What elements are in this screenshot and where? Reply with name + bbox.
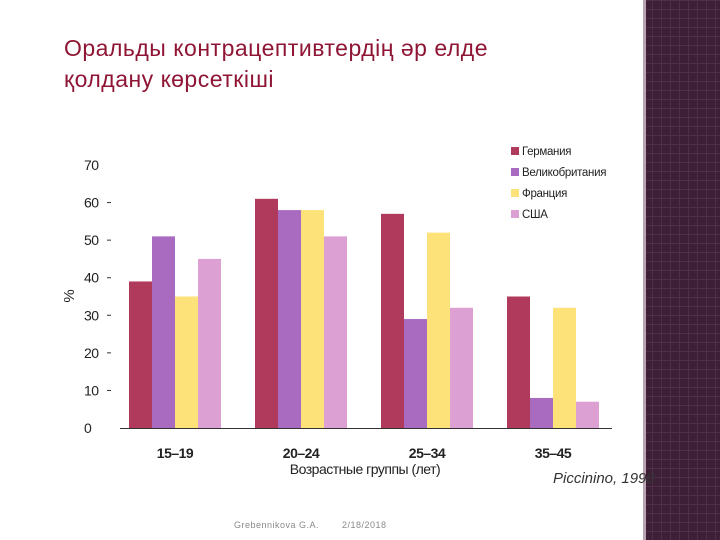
chart-bars (129, 198, 599, 428)
x-tick-label: 35–45 (535, 445, 572, 461)
bar-4-4 (576, 401, 599, 428)
x-tick-label: 20–24 (283, 445, 320, 461)
y-tick-label: 70 (84, 157, 99, 173)
legend-label: Германия (522, 146, 571, 158)
slide-title-line-1: Оральды контрацептивтердің әр елде (64, 35, 488, 61)
y-tick-label: 50 (84, 232, 99, 248)
legend-label: Франция (522, 188, 567, 200)
slide-title: Оральды контрацептивтердің әр елде қолда… (64, 33, 634, 95)
bar-3-3 (427, 232, 450, 428)
bar-4-3 (450, 307, 473, 428)
bar-2-1 (152, 236, 175, 428)
bar-2-3 (404, 319, 427, 428)
chart-legend: Германия Великобритания Франция США (511, 146, 606, 221)
footer-author: Grebennikova G.A. (234, 520, 320, 530)
bar-3-4 (553, 307, 576, 428)
x-axis-label: Возрастные группы (лет) (290, 461, 440, 477)
side-band-grid-pattern (643, 0, 720, 540)
chart-axes: 0 10 20 30 40 50 60 70% 15–19 20–24 25–34 35–45 Возр… (61, 157, 612, 477)
bar-1-3 (381, 213, 404, 428)
bar-3-1 (175, 296, 198, 428)
legend-label: США (522, 209, 548, 221)
bar-4-2 (324, 236, 347, 428)
y-tick-label: 40 (84, 270, 99, 286)
y-tick-label: 60 (84, 195, 99, 211)
bar-3-2 (301, 210, 324, 428)
y-tick-label: 20 (84, 345, 99, 361)
legend-swatch (511, 189, 519, 197)
slide-title-line-2: қолдану көрсеткіші (64, 66, 275, 92)
x-tick-label: 25–34 (409, 445, 446, 461)
footer-date: 2/18/2018 (342, 520, 387, 530)
bar-2-4 (530, 397, 553, 428)
bar-1-1 (129, 281, 152, 428)
bar-1-2 (255, 198, 278, 428)
y-tick-label: 30 (84, 307, 99, 323)
bar-2-2 (278, 210, 301, 428)
y-tick-label: 10 (84, 382, 99, 398)
legend-swatch (511, 210, 519, 218)
source-citation: Piccinino, 1998 (553, 470, 655, 487)
side-band-stripe (643, 0, 646, 540)
legend-label: Великобритания (522, 167, 606, 179)
y-tick-label: 0 (84, 420, 92, 436)
legend-swatch (511, 147, 519, 155)
bar-4-1 (198, 258, 221, 428)
legend-swatch (511, 168, 519, 176)
x-tick-label: 15–19 (157, 445, 194, 461)
y-axis-label: % (61, 289, 78, 302)
bar-1-4 (507, 296, 530, 428)
side-decoration-band (643, 0, 720, 540)
